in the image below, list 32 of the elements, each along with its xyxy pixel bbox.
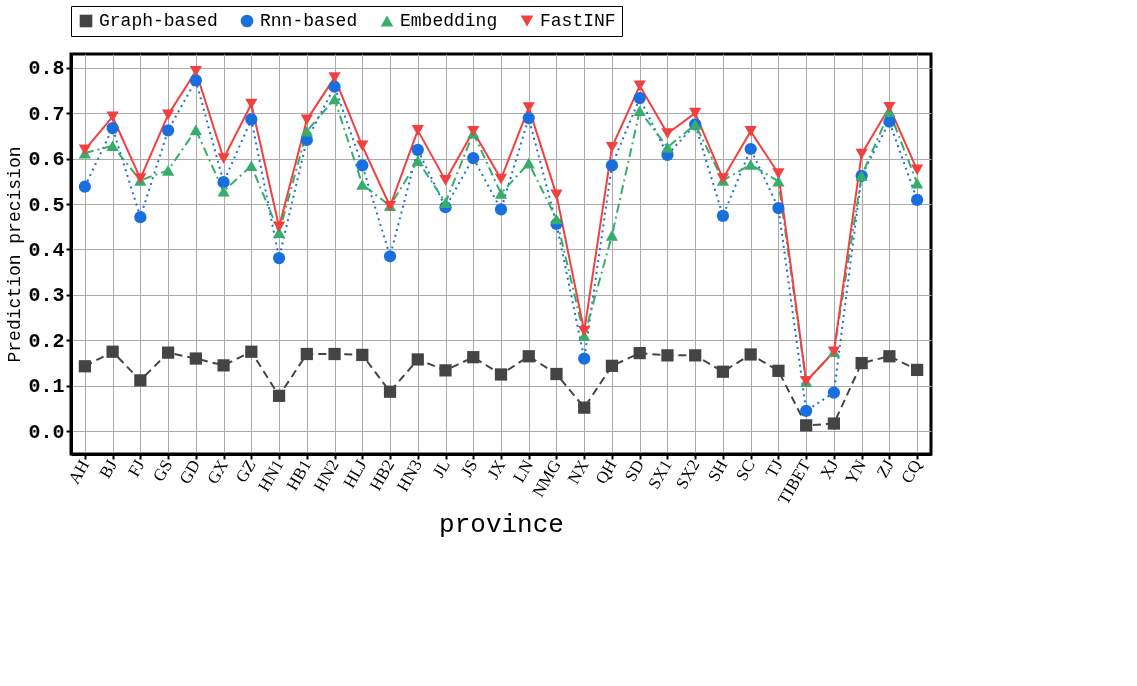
y-tick-label: 0.1	[28, 375, 65, 399]
y-tick-label: 0.5	[28, 193, 65, 217]
y-tick-label: 0.2	[28, 329, 65, 353]
y-tick-label: 0.8	[28, 57, 65, 81]
x-tick-label: YN	[841, 456, 870, 488]
y-tick-label: 0.6	[28, 148, 65, 172]
x-tick-label: ZJ	[872, 456, 898, 481]
x-tick-label: GS	[149, 456, 177, 485]
x-tick-label: QH	[591, 456, 621, 488]
x-tick-label: JL	[428, 456, 454, 481]
y-tick-label: 0.7	[28, 102, 65, 126]
y-tick-label: 0.4	[28, 238, 65, 262]
legend-label: Embedding	[400, 11, 498, 31]
x-tick-label: JS	[457, 456, 482, 480]
x-tick-label: NX	[563, 456, 593, 488]
legend-label: FastINF	[540, 11, 616, 31]
y-tick-label: 0.3	[28, 284, 65, 308]
x-axis-title: province	[439, 510, 564, 541]
legend-label: Graph-based	[99, 11, 218, 31]
x-tick-label: JX	[483, 456, 510, 483]
x-tick-label: AH	[64, 456, 94, 488]
x-tick-label: CQ	[897, 456, 926, 487]
y-axis-title: Prediction precision	[5, 146, 26, 363]
y-tick-label: 0.0	[28, 420, 65, 444]
x-tick-label: GX	[203, 456, 232, 488]
x-tick-label: FJ	[124, 456, 149, 480]
legend-label: Rnn-based	[260, 11, 358, 31]
x-tick-label: GD	[175, 456, 205, 488]
x-tick-label: BJ	[95, 456, 122, 482]
x-tick-label: SH	[703, 456, 732, 485]
x-tick-label: SC	[732, 456, 759, 485]
x-tick-label: XJ	[816, 456, 843, 483]
